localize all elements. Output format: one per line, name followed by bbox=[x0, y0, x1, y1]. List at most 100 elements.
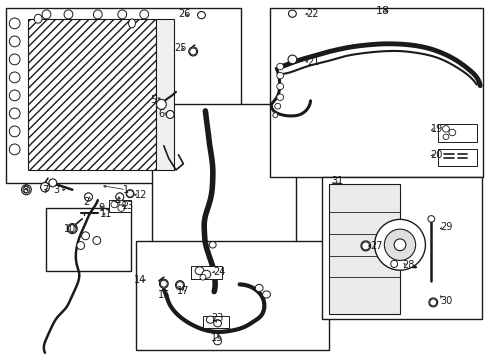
Ellipse shape bbox=[81, 232, 89, 240]
Bar bbox=[136, 241, 328, 350]
Bar bbox=[108, 200, 131, 212]
Circle shape bbox=[176, 282, 183, 289]
Ellipse shape bbox=[274, 103, 280, 109]
Ellipse shape bbox=[442, 126, 448, 132]
Bar bbox=[270, 8, 482, 177]
Bar bbox=[46, 208, 131, 271]
Ellipse shape bbox=[213, 338, 221, 345]
Text: 20: 20 bbox=[429, 150, 442, 160]
Circle shape bbox=[393, 239, 405, 251]
Bar bbox=[6, 8, 240, 183]
Ellipse shape bbox=[202, 270, 210, 278]
Text: 11: 11 bbox=[99, 209, 112, 219]
Ellipse shape bbox=[41, 183, 49, 192]
Circle shape bbox=[116, 193, 123, 201]
Ellipse shape bbox=[156, 99, 166, 109]
Circle shape bbox=[68, 225, 76, 233]
Ellipse shape bbox=[200, 274, 205, 280]
Ellipse shape bbox=[442, 134, 448, 139]
Ellipse shape bbox=[276, 94, 283, 100]
Text: 5: 5 bbox=[150, 95, 156, 105]
Ellipse shape bbox=[209, 242, 216, 248]
Text: 30: 30 bbox=[439, 296, 451, 306]
Text: 28: 28 bbox=[402, 260, 414, 270]
Ellipse shape bbox=[118, 10, 126, 19]
Text: 13: 13 bbox=[122, 201, 134, 211]
Ellipse shape bbox=[34, 14, 42, 23]
Circle shape bbox=[160, 280, 167, 287]
Text: 3: 3 bbox=[53, 185, 59, 195]
Circle shape bbox=[189, 48, 196, 55]
Ellipse shape bbox=[84, 193, 92, 201]
Bar bbox=[203, 316, 228, 328]
Text: 14: 14 bbox=[133, 275, 146, 285]
Ellipse shape bbox=[9, 144, 20, 155]
Ellipse shape bbox=[118, 205, 124, 211]
Ellipse shape bbox=[195, 267, 203, 275]
Ellipse shape bbox=[213, 320, 221, 327]
Text: 1: 1 bbox=[123, 185, 129, 195]
Ellipse shape bbox=[206, 316, 214, 323]
Ellipse shape bbox=[428, 298, 437, 307]
Ellipse shape bbox=[197, 12, 205, 19]
Text: 19: 19 bbox=[429, 124, 442, 134]
Ellipse shape bbox=[128, 19, 135, 28]
Ellipse shape bbox=[116, 193, 123, 201]
Circle shape bbox=[361, 242, 369, 250]
Text: 27: 27 bbox=[369, 241, 382, 251]
Text: 29: 29 bbox=[439, 222, 451, 232]
Text: 7: 7 bbox=[42, 185, 48, 195]
Ellipse shape bbox=[276, 83, 283, 90]
Text: 21: 21 bbox=[306, 57, 319, 67]
Text: 22: 22 bbox=[306, 9, 319, 19]
Text: 12: 12 bbox=[134, 190, 147, 201]
Ellipse shape bbox=[390, 260, 397, 267]
Ellipse shape bbox=[272, 113, 277, 118]
Ellipse shape bbox=[9, 54, 20, 65]
Ellipse shape bbox=[9, 108, 20, 119]
Ellipse shape bbox=[49, 179, 57, 187]
Ellipse shape bbox=[159, 279, 168, 288]
Ellipse shape bbox=[64, 10, 73, 19]
Bar bbox=[322, 177, 481, 319]
Ellipse shape bbox=[427, 216, 434, 222]
Bar bbox=[156, 19, 173, 170]
Ellipse shape bbox=[77, 242, 84, 249]
Ellipse shape bbox=[9, 72, 20, 83]
Ellipse shape bbox=[21, 185, 31, 195]
Ellipse shape bbox=[140, 10, 148, 19]
Text: 26: 26 bbox=[178, 9, 191, 19]
Text: 17: 17 bbox=[177, 286, 189, 296]
Ellipse shape bbox=[276, 72, 283, 79]
Text: 15: 15 bbox=[211, 333, 224, 343]
Ellipse shape bbox=[255, 284, 263, 292]
Ellipse shape bbox=[93, 10, 102, 19]
Bar bbox=[437, 149, 476, 166]
Circle shape bbox=[126, 190, 133, 197]
Bar bbox=[28, 19, 156, 170]
Circle shape bbox=[384, 229, 415, 260]
Ellipse shape bbox=[188, 47, 197, 56]
Text: 24: 24 bbox=[212, 267, 225, 277]
Circle shape bbox=[374, 219, 425, 270]
Text: 6: 6 bbox=[158, 109, 164, 120]
Ellipse shape bbox=[93, 237, 101, 244]
Ellipse shape bbox=[9, 90, 20, 101]
Ellipse shape bbox=[262, 291, 270, 298]
Circle shape bbox=[429, 299, 436, 306]
Ellipse shape bbox=[42, 10, 51, 19]
Ellipse shape bbox=[360, 241, 370, 251]
Ellipse shape bbox=[287, 55, 296, 64]
Text: 31: 31 bbox=[330, 176, 343, 186]
Ellipse shape bbox=[111, 201, 118, 208]
Text: 2: 2 bbox=[83, 197, 89, 207]
Ellipse shape bbox=[9, 18, 20, 29]
Circle shape bbox=[23, 186, 30, 193]
Ellipse shape bbox=[175, 281, 184, 289]
Text: 25: 25 bbox=[174, 43, 187, 53]
Circle shape bbox=[84, 193, 92, 201]
Bar bbox=[151, 104, 295, 331]
Ellipse shape bbox=[288, 10, 296, 17]
Bar bbox=[190, 266, 222, 279]
Ellipse shape bbox=[9, 126, 20, 137]
